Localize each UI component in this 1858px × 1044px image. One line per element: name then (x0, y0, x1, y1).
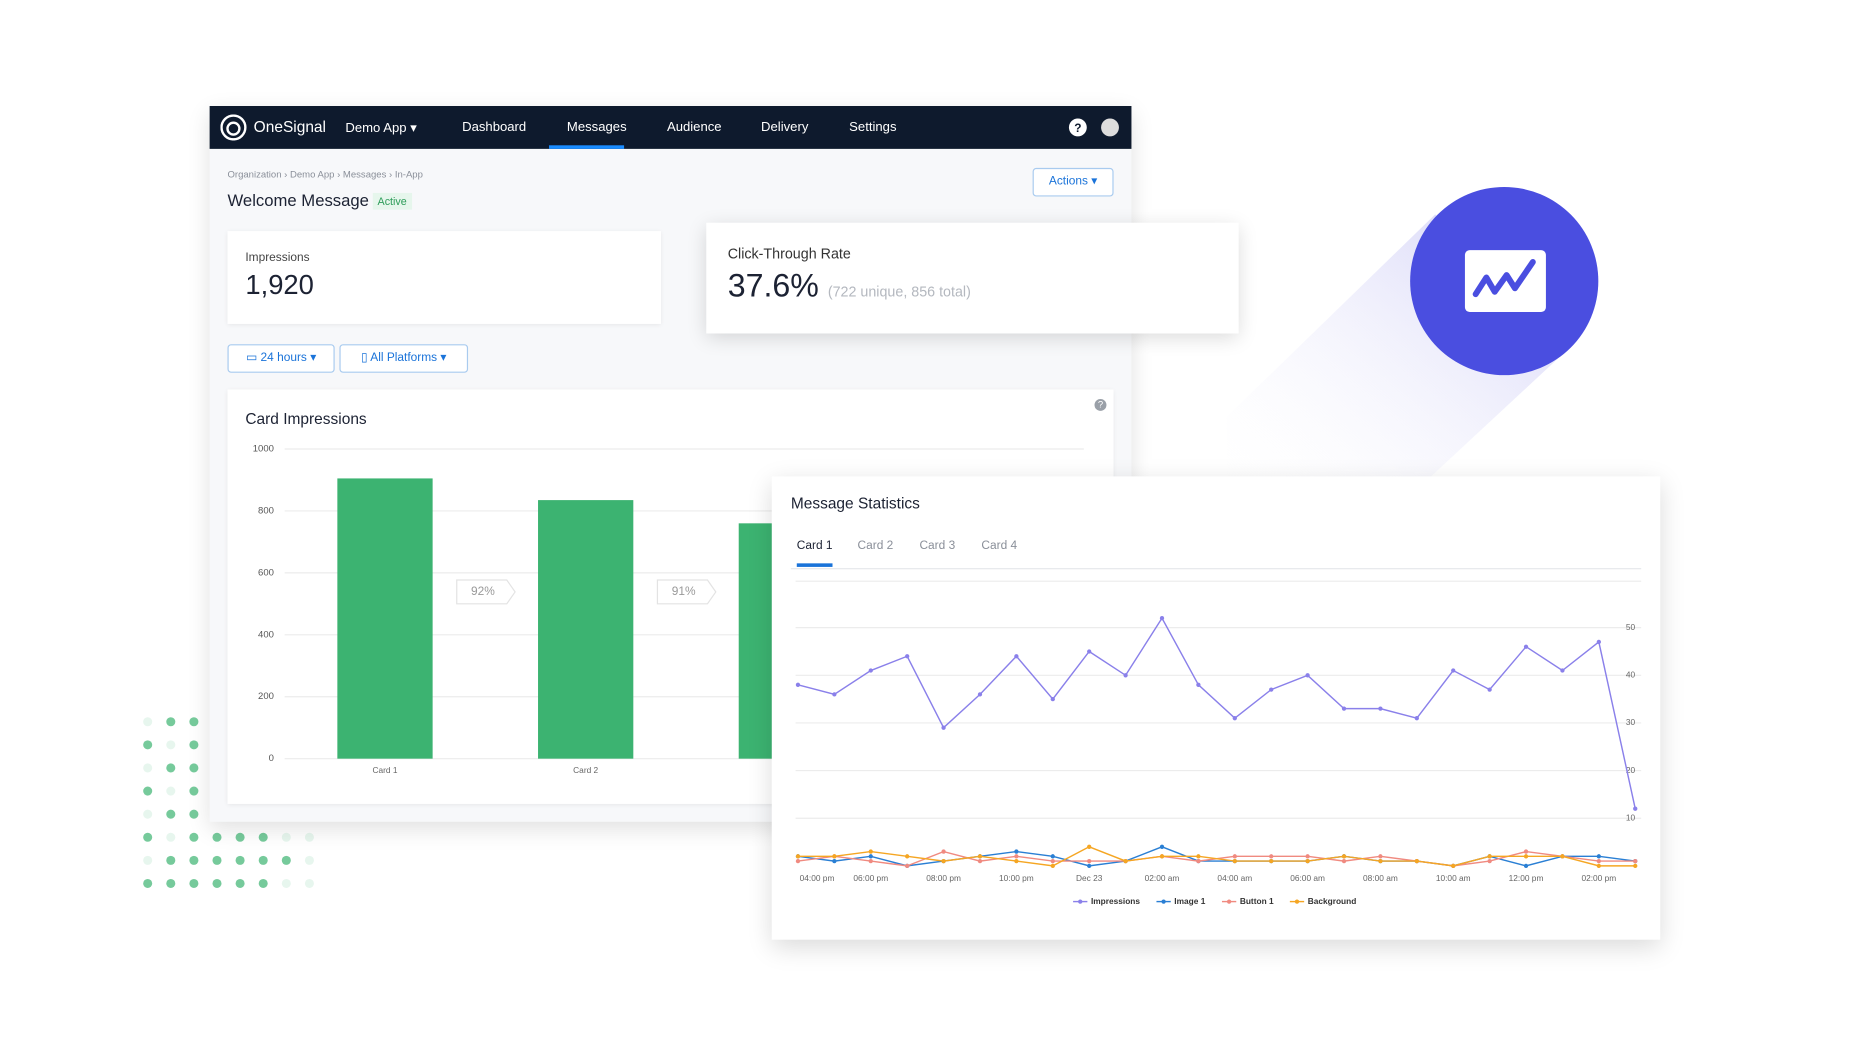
filter-label: All Platforms (370, 351, 438, 365)
nav-icons[interactable]: ? (1067, 118, 1127, 138)
chart-title: Card Impressions (245, 409, 367, 428)
dot (166, 832, 176, 842)
chart-title: Message Statistics (790, 494, 920, 513)
crumb: In-App (394, 169, 423, 180)
logo (220, 114, 247, 141)
tab[interactable]: Card 3 (919, 539, 956, 553)
actions-label: Actions (1048, 175, 1088, 189)
help-icon[interactable]: ? (1094, 398, 1107, 411)
badge-zigzag (1472, 259, 1536, 298)
app-name: Demo App (345, 121, 407, 136)
impressions-card: Impressions 1,920 (227, 231, 662, 324)
page-title: Welcome Message (227, 190, 369, 210)
dot (258, 855, 268, 865)
metric-label: Click-Through Rate (727, 245, 851, 263)
crumb[interactable]: Demo App (289, 169, 335, 180)
dot (281, 878, 291, 889)
dot (166, 786, 176, 796)
dot (143, 740, 153, 750)
nav-item[interactable]: Delivery (761, 120, 809, 135)
tab-divider (790, 568, 1642, 570)
tab[interactable]: Card 2 (857, 539, 894, 553)
shadow (1226, 214, 1573, 501)
app-select[interactable]: Demo App ▾ (345, 121, 417, 136)
tab[interactable]: Card 1 (796, 539, 833, 553)
crumb[interactable]: Organization (227, 169, 282, 180)
ctr-card: Click-Through Rate 37.6% (722 unique, 85… (706, 222, 1239, 334)
dot (189, 717, 199, 727)
dot (212, 878, 222, 889)
metric-label: Impressions (245, 251, 310, 265)
metric-value: 1,920 (245, 269, 314, 301)
crumb[interactable]: Messages (342, 169, 387, 180)
metric-detail: (722 unique, 856 total) (827, 283, 971, 301)
dot (189, 878, 199, 889)
dot (281, 855, 291, 865)
dot (304, 832, 314, 842)
nav-item[interactable]: Dashboard (462, 120, 527, 135)
dot (235, 855, 245, 865)
dot (166, 809, 176, 819)
tab-indicator (796, 563, 833, 567)
dot (189, 809, 199, 819)
filter-button[interactable]: ▯ All Platforms ▾ (339, 344, 469, 373)
svg-text:?: ? (1074, 121, 1081, 135)
active-indicator (549, 145, 625, 149)
dot (143, 878, 153, 889)
dot (166, 740, 176, 750)
dot (189, 786, 199, 796)
dot (304, 878, 314, 889)
dot (166, 878, 176, 889)
nav-item[interactable]: Settings (849, 120, 897, 135)
dot (189, 740, 199, 750)
filter-label: 24 hours (260, 351, 307, 365)
dot (143, 786, 153, 796)
dot (304, 855, 314, 865)
dot (189, 855, 199, 865)
dot (143, 717, 153, 727)
nav-item[interactable]: Audience (666, 120, 722, 135)
dot (143, 855, 153, 865)
dot (235, 878, 245, 889)
actions-button[interactable]: Actions ▾ (1032, 167, 1114, 197)
status-badge: Active (372, 192, 412, 210)
dot (143, 763, 153, 773)
dot (143, 832, 153, 842)
dot (189, 832, 199, 842)
stats-panel: Message Statistics Card 1 Card 2 Card 3 … (771, 476, 1661, 940)
breadcrumb: Organization › Demo App › Messages › In-… (227, 169, 423, 180)
metric-value: 37.6% (727, 267, 819, 304)
dot (212, 855, 222, 865)
dot (166, 717, 176, 727)
dot (281, 832, 291, 842)
metric-row: 37.6% (722 unique, 856 total) (728, 268, 971, 305)
dot (235, 832, 245, 842)
brand[interactable]: OneSignal (253, 117, 326, 136)
badge-icon (1464, 250, 1546, 313)
tab[interactable]: Card 4 (981, 539, 1018, 553)
dot (258, 832, 268, 842)
dot (166, 855, 176, 865)
dot (166, 763, 176, 773)
badge (1410, 186, 1599, 376)
dot (258, 878, 268, 889)
navbar: OneSignal Demo App ▾ Dashboard Messages … (209, 105, 1132, 149)
filter-button[interactable]: ▭ 24 hours ▾ (227, 344, 335, 373)
nav-item[interactable]: Messages (566, 120, 627, 135)
dot (212, 832, 222, 842)
dot (143, 809, 153, 819)
dot (189, 763, 199, 773)
